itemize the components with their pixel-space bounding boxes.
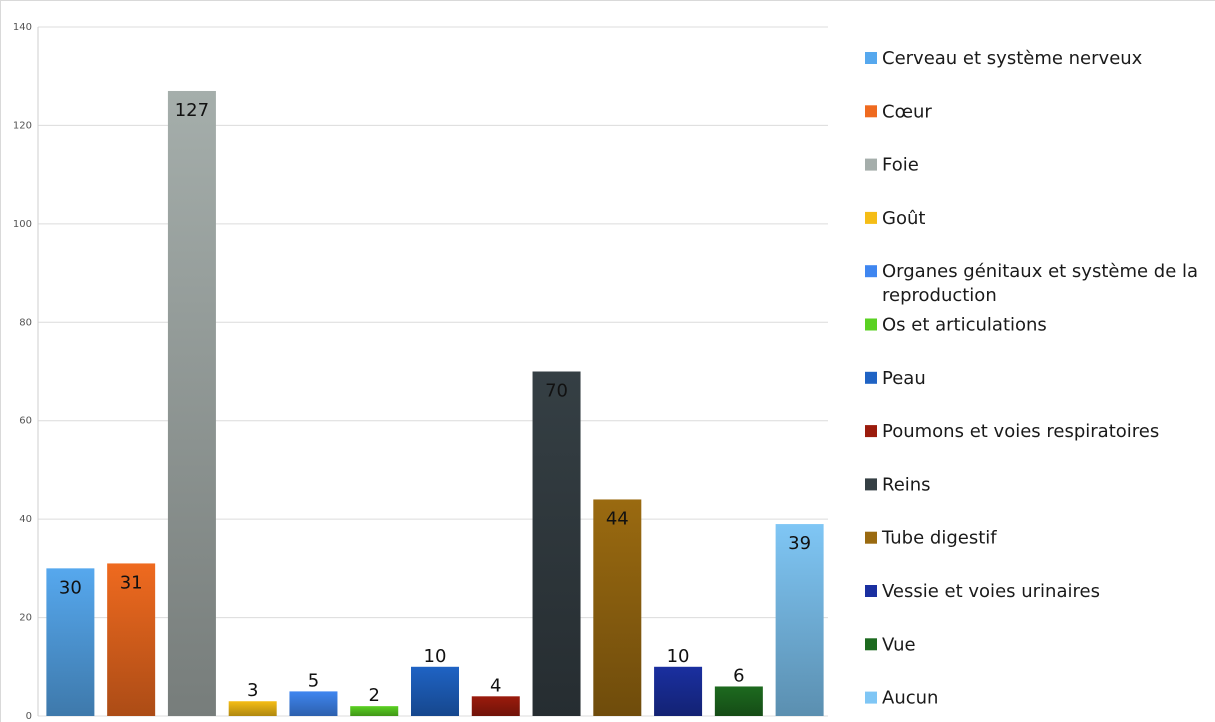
legend-swatch-7 [865, 425, 877, 438]
bar-9 [593, 499, 642, 716]
data-label-4: 5 [308, 670, 319, 691]
bar-0 [46, 568, 95, 716]
y-tick-label: 20 [19, 613, 32, 624]
data-label-6: 10 [424, 646, 447, 667]
data-label-2: 127 [175, 100, 209, 121]
bar-2 [167, 90, 216, 716]
legend-label-6: Peau [882, 368, 926, 389]
legend-swatch-1 [865, 105, 877, 118]
gridlines [38, 26, 828, 717]
y-tick-label: 140 [13, 22, 32, 33]
data-label-10: 10 [667, 646, 690, 667]
legend-label-5: Os et articulations [882, 315, 1047, 336]
legend-swatch-6 [865, 371, 877, 384]
legend-label-1: Cœur [882, 101, 932, 122]
legend-label-2: Foie [882, 155, 919, 176]
bar-6 [411, 666, 459, 716]
y-tick-label: 100 [13, 219, 32, 230]
y-tick-label: 80 [19, 317, 32, 328]
data-label-0: 30 [59, 577, 82, 598]
legend-label-10: Vessie et voies urinaires [882, 581, 1100, 602]
bar-8 [532, 371, 581, 716]
legend-swatch-8 [865, 478, 877, 491]
legend-swatch-12 [865, 691, 877, 704]
legend: Cerveau et système nerveux Cœur Foie Goût Or… [865, 48, 1198, 709]
legend-label-8: Reins [882, 474, 931, 495]
legend-label-7: Poumons et voies respiratoires [882, 421, 1159, 442]
bar-11 [714, 686, 763, 716]
y-axis: 0 20 40 60 80 100 120 140 [13, 22, 39, 722]
data-label-11: 6 [733, 665, 744, 686]
bar-7 [471, 696, 520, 716]
legend-label-4: Organes génitaux et système de la reprodu… [882, 261, 1198, 306]
legend-swatch-4 [865, 265, 877, 278]
bar-12 [775, 524, 824, 716]
bar-5 [350, 706, 399, 716]
data-labels: 30 31 127 3 5 2 10 4 70 44 10 6 39 [59, 100, 811, 706]
legend-swatch-3 [865, 211, 877, 224]
bar-10 [654, 666, 703, 716]
y-tick-label: 40 [19, 514, 32, 525]
legend-label-11: Vue [882, 634, 916, 655]
bar-3 [228, 701, 277, 716]
legend-swatch-5 [865, 318, 877, 331]
bar-1 [107, 563, 156, 716]
data-label-3: 3 [247, 680, 258, 701]
data-label-12: 39 [788, 533, 811, 554]
legend-label-3: Goût [882, 208, 925, 229]
legend-swatch-0 [865, 52, 877, 64]
legend-swatch-10 [865, 585, 877, 597]
legend-swatch-2 [865, 158, 877, 171]
legend-label-12: Aucun [882, 688, 938, 709]
legend-swatch-9 [865, 531, 877, 544]
legend-swatch-11 [865, 638, 877, 651]
data-label-8: 70 [545, 381, 568, 402]
bars [46, 90, 824, 716]
legend-label-0: Cerveau et système nerveux [882, 48, 1143, 69]
y-tick-label: 60 [19, 416, 32, 427]
y-tick-label: 0 [26, 711, 32, 722]
legend-label-9: Tube digestif [881, 528, 997, 549]
y-tick-label: 120 [13, 120, 32, 131]
data-label-1: 31 [120, 572, 143, 593]
data-label-5: 2 [369, 685, 380, 706]
data-label-7: 4 [490, 675, 501, 696]
bar-4 [289, 691, 338, 716]
data-label-9: 44 [606, 508, 629, 529]
